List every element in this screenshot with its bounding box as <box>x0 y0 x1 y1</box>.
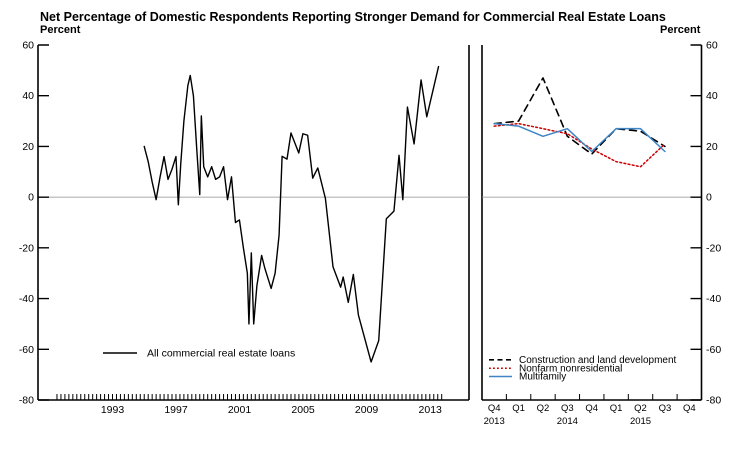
svg-text:20: 20 <box>706 141 718 153</box>
svg-text:2001: 2001 <box>228 404 252 416</box>
svg-text:-60: -60 <box>19 344 34 356</box>
svg-text:2015: 2015 <box>630 416 651 427</box>
svg-text:Q1: Q1 <box>512 403 525 414</box>
svg-text:0: 0 <box>28 192 34 204</box>
svg-text:60: 60 <box>706 40 718 52</box>
svg-text:2005: 2005 <box>291 404 315 416</box>
svg-text:1993: 1993 <box>101 404 125 416</box>
svg-text:40: 40 <box>22 90 34 102</box>
svg-text:Multifamily: Multifamily <box>519 372 566 383</box>
svg-text:-40: -40 <box>706 293 721 305</box>
svg-text:-80: -80 <box>706 395 721 407</box>
svg-text:0: 0 <box>706 192 712 204</box>
svg-text:Q4: Q4 <box>585 403 598 414</box>
svg-text:60: 60 <box>22 40 34 52</box>
svg-text:-20: -20 <box>19 242 34 254</box>
svg-text:1997: 1997 <box>164 404 188 416</box>
svg-text:-80: -80 <box>19 395 34 407</box>
svg-text:Q4: Q4 <box>683 403 696 414</box>
svg-text:Q3: Q3 <box>659 403 672 414</box>
svg-text:Q2: Q2 <box>634 403 647 414</box>
svg-text:Q4: Q4 <box>488 403 501 414</box>
svg-text:-20: -20 <box>706 242 721 254</box>
svg-text:Q2: Q2 <box>537 403 550 414</box>
svg-text:Q1: Q1 <box>610 403 623 414</box>
svg-text:Q3: Q3 <box>561 403 574 414</box>
svg-text:2013: 2013 <box>419 404 443 416</box>
svg-text:20: 20 <box>22 141 34 153</box>
svg-text:2009: 2009 <box>355 404 379 416</box>
svg-text:40: 40 <box>706 90 718 102</box>
svg-text:2013: 2013 <box>484 416 505 427</box>
svg-text:All commercial real estate loa: All commercial real estate loans <box>147 348 295 360</box>
svg-text:-40: -40 <box>19 293 34 305</box>
svg-text:2014: 2014 <box>557 416 578 427</box>
svg-text:-60: -60 <box>706 344 721 356</box>
